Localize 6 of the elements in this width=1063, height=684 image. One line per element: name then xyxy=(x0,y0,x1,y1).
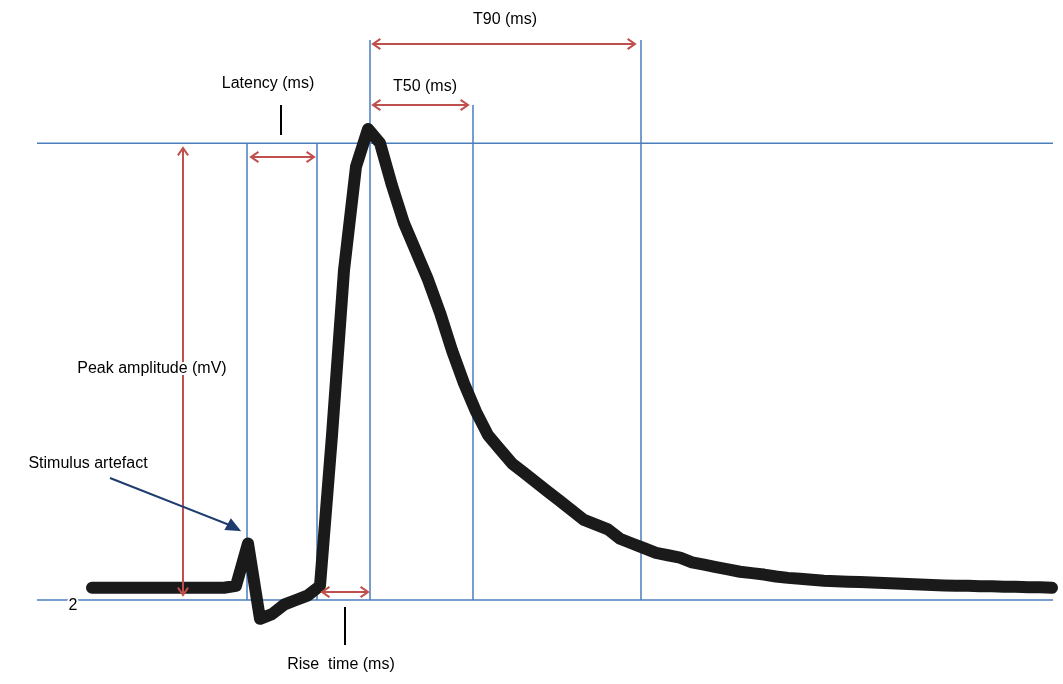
text: T50 (ms) xyxy=(393,77,457,94)
text: Latency (ms) xyxy=(221,74,315,91)
annotation: Stimulus artefact xyxy=(28,454,149,471)
text: Rise time (ms) xyxy=(287,655,395,672)
text: T90 (ms) xyxy=(473,10,537,27)
text: 2 xyxy=(68,596,78,613)
